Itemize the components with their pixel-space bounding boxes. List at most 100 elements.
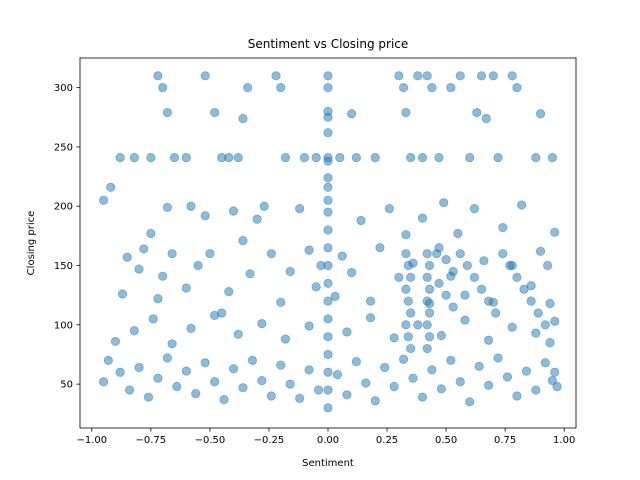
data-point: [323, 128, 333, 138]
data-point: [535, 109, 546, 119]
data-point: [469, 272, 480, 282]
data-point: [200, 358, 210, 368]
data-point: [474, 361, 484, 371]
data-point: [545, 338, 555, 348]
data-point: [153, 71, 163, 81]
data-point: [422, 249, 432, 259]
data-point: [257, 319, 267, 329]
data-point: [330, 291, 340, 301]
data-point: [455, 71, 465, 81]
data-point: [550, 367, 560, 377]
data-point: [323, 243, 333, 253]
data-point: [550, 316, 560, 326]
data-point: [139, 244, 149, 254]
data-point: [162, 353, 172, 363]
data-point: [356, 215, 366, 226]
data-point: [323, 173, 333, 183]
data-point: [172, 381, 182, 392]
x-axis-label: Sentiment: [302, 458, 354, 469]
data-point: [342, 327, 352, 337]
y-tick-label: 50: [60, 380, 73, 391]
data-point: [401, 249, 411, 259]
data-point: [398, 354, 409, 364]
data-point: [238, 236, 248, 246]
data-point: [434, 153, 444, 163]
data-point: [365, 313, 376, 323]
data-point: [441, 290, 451, 300]
data-point: [462, 260, 472, 271]
data-point: [540, 320, 550, 330]
scatter-points: [99, 71, 562, 413]
data-point: [186, 323, 196, 333]
data-point: [422, 343, 432, 354]
data-point: [498, 222, 508, 233]
data-point: [186, 201, 196, 211]
data-point: [403, 332, 413, 342]
data-point: [406, 272, 416, 282]
data-point: [547, 153, 557, 163]
data-point: [323, 112, 333, 122]
data-point: [295, 393, 305, 403]
data-point: [502, 372, 513, 382]
data-point: [238, 383, 248, 393]
data-point: [342, 390, 352, 400]
data-point: [304, 245, 314, 255]
data-point: [153, 373, 163, 383]
data-point: [406, 343, 416, 354]
data-point: [351, 356, 361, 367]
data-point: [545, 298, 555, 309]
data-point: [252, 214, 262, 224]
data-point: [389, 381, 399, 392]
data-point: [134, 264, 144, 274]
data-point: [323, 314, 333, 324]
data-point: [401, 230, 411, 240]
data-point: [276, 360, 286, 370]
data-point: [403, 260, 413, 271]
data-point: [424, 332, 435, 342]
data-point: [436, 384, 446, 394]
data-point: [434, 243, 444, 253]
data-point: [408, 373, 418, 383]
data-point: [521, 366, 532, 376]
data-point: [106, 182, 116, 192]
data-point: [491, 308, 501, 318]
data-point: [417, 213, 428, 223]
data-point: [424, 308, 435, 318]
data-point: [191, 389, 201, 399]
x-tick-label: 1.00: [553, 435, 575, 446]
data-point: [446, 355, 456, 365]
data-point: [422, 71, 432, 81]
data-point: [323, 71, 333, 81]
data-point: [323, 296, 333, 306]
data-point: [247, 355, 258, 365]
data-point: [323, 403, 333, 413]
data-point: [210, 310, 220, 320]
chart-title: Sentiment vs Closing price: [248, 37, 409, 51]
data-point: [465, 397, 475, 407]
data-point: [210, 107, 220, 118]
data-point: [266, 391, 276, 401]
data-point: [394, 71, 404, 81]
data-point: [550, 227, 560, 237]
data-point: [285, 379, 295, 389]
data-point: [479, 256, 489, 266]
data-point: [401, 320, 411, 330]
data-point: [271, 71, 281, 81]
data-point: [436, 330, 446, 341]
data-point: [535, 246, 546, 256]
data-point: [167, 249, 177, 259]
data-point: [453, 228, 463, 239]
data-point: [181, 153, 191, 163]
data-point: [448, 302, 458, 312]
data-point: [512, 83, 522, 93]
data-point: [304, 321, 314, 331]
y-tick-label: 100: [54, 320, 73, 331]
data-point: [488, 71, 498, 81]
data-point: [193, 260, 203, 271]
data-point: [401, 284, 411, 294]
data-point: [406, 153, 416, 163]
data-point: [323, 225, 333, 235]
data-point: [424, 284, 435, 294]
data-point: [323, 349, 333, 360]
